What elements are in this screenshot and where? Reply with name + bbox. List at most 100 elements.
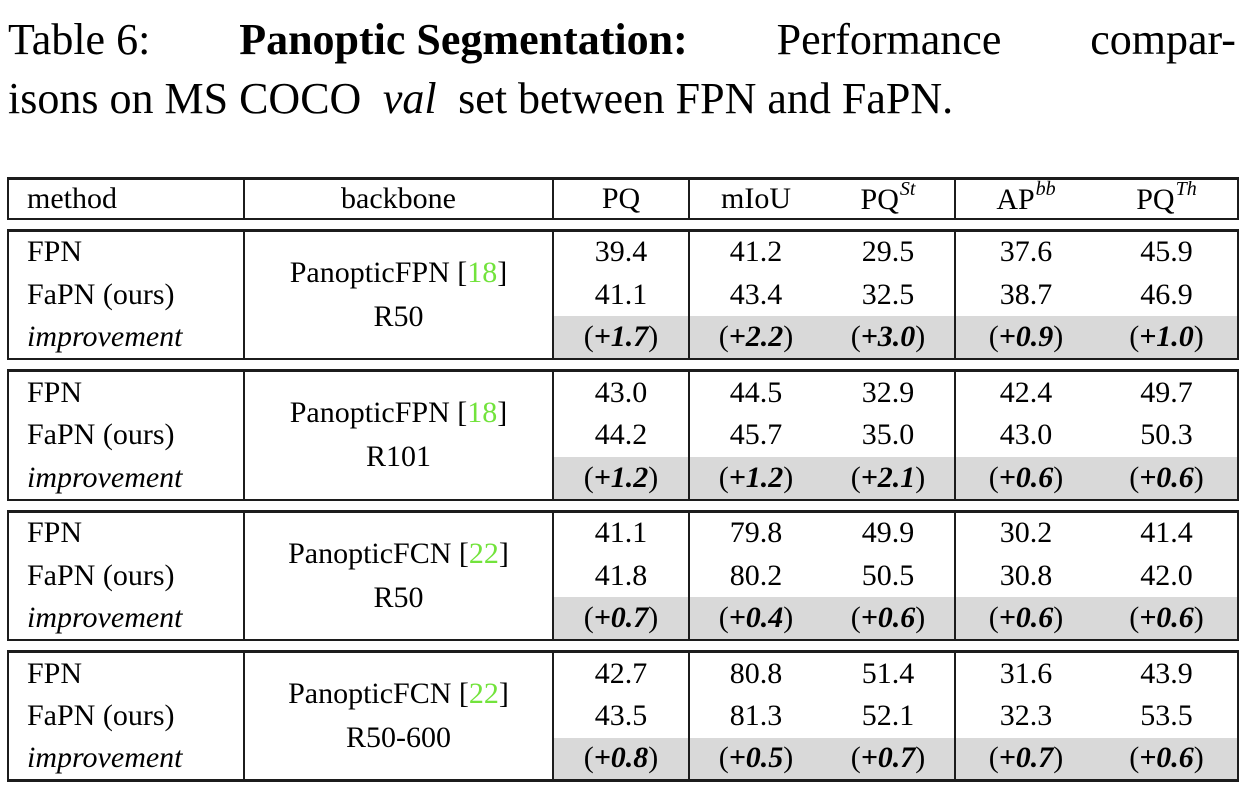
citation-bracket-open: [	[457, 255, 468, 289]
table-row: FaPN (ours) 43.5 81.3 52.1 32.3 53.5	[8, 694, 1238, 738]
table-row: FPN PanopticFCN [22] R50 41.1 79.8 49.9 30.2 41…	[8, 511, 1238, 640]
backbone-cell: PanopticFPN [18] R50	[244, 230, 554, 359]
improvement-value: +3.0	[860, 320, 916, 353]
value-cell: 41.2	[729, 235, 783, 269]
paren-close: )	[915, 320, 926, 353]
value-cell: 79.8	[729, 516, 783, 550]
improvement-cell: (+0.6)	[1096, 597, 1238, 640]
table-row: FPN PanopticFPN [18] R50 39.4 41.2 29.5 37.6 45…	[8, 230, 1238, 359]
value-cell: 49.7	[1140, 375, 1193, 409]
paren-open: (	[583, 460, 594, 494]
value-cell: 42.7	[553, 651, 690, 695]
citation-bracket-open: [	[457, 396, 468, 430]
backbone-name: PanopticFCN	[288, 536, 459, 570]
method-cell: improvement	[8, 597, 245, 640]
improvement-value: +0.9	[998, 320, 1054, 353]
header-pq-th: PQTh	[1096, 177, 1238, 219]
value-cell: 51.4	[822, 651, 956, 695]
improvement-value: +0.6	[1139, 741, 1194, 775]
header-miou: mIoU	[721, 181, 791, 215]
header-pq-th-sup: Th	[1175, 177, 1197, 200]
paren-open: (	[583, 741, 594, 775]
value-cell: 30.2	[999, 516, 1053, 550]
value-cell: 30.8	[999, 558, 1053, 592]
table-row: improvement (+0.7) (+0.4) (+0.6) (+0.6) (+0.6…	[8, 597, 1238, 640]
paren-close: )	[1053, 741, 1064, 775]
header-pq: PQ	[553, 178, 690, 219]
improvement-value: +0.5	[728, 741, 784, 775]
paren-close: )	[915, 741, 926, 775]
improvement-cell: (+0.6)	[1096, 456, 1238, 500]
citation-bracket-close: ]	[497, 255, 508, 289]
backbone-cell: PanopticFCN [22] R50	[244, 511, 554, 640]
value-cell: 53.5	[1140, 699, 1193, 732]
backbone-cell: PanopticFPN [18] R101	[244, 370, 554, 500]
caption-segment-0: Table 6:	[8, 15, 151, 64]
table-row: FPN PanopticFCN [22] R50-600 42.7 80.8 51.4 31…	[8, 651, 1238, 781]
improvement-value: +2.1	[860, 460, 916, 494]
header-pq-st: PQSt	[822, 177, 956, 219]
improvement-value: +1.2	[593, 460, 649, 494]
improvement-cell: (+1.2)	[553, 456, 690, 500]
citation-bracket-close: ]	[498, 677, 509, 710]
backbone-variant: R50	[373, 580, 424, 614]
backbone-name-line: PanopticFCN [22]	[245, 672, 552, 716]
table-row: improvement (+1.2) (+1.2) (+2.1) (+0.6) (+0.6…	[8, 456, 1238, 500]
improvement-value: +1.7	[593, 320, 649, 353]
value-cell: 41.4	[1140, 516, 1193, 550]
method-cell: FaPN (ours)	[8, 273, 245, 316]
method-cell: FPN	[8, 370, 245, 414]
method-cell: FaPN (ours)	[8, 413, 245, 457]
value-cell: 43.5	[553, 694, 690, 738]
backbone-name-line: PanopticFPN [18]	[245, 391, 552, 435]
paren-open: (	[850, 741, 861, 775]
paren-close: )	[648, 601, 659, 634]
value-cell: 42.4	[999, 375, 1053, 409]
paren-close: )	[783, 741, 794, 775]
value-cell: 31.6	[999, 656, 1053, 690]
table-row: improvement (+1.7) (+2.2) (+3.0) (+0.9) (+1.0…	[8, 316, 1238, 359]
paren-close: )	[783, 320, 794, 353]
table-header-row: method backbone PQ mIoU PQSt APbb PQTh	[7, 177, 1239, 220]
improvement-value: +0.6	[1139, 601, 1194, 634]
value-cell: 38.7	[999, 277, 1053, 311]
backbone-variant: R50	[373, 299, 424, 333]
improvement-cell: (+2.1)	[822, 456, 956, 500]
paren-close: )	[648, 320, 659, 353]
paren-close: )	[1053, 460, 1064, 494]
improvement-cell: (+1.7)	[553, 316, 690, 359]
caption-line-2: isons on MS COCO val set between FPN and…	[8, 69, 1236, 128]
paren-open: (	[718, 601, 729, 634]
value-cell: 46.9	[1140, 277, 1193, 311]
citation-link[interactable]: 22	[468, 536, 499, 570]
backbone-name-line: PanopticFCN [22]	[245, 532, 552, 576]
citation-bracket-open: [	[458, 677, 469, 710]
improvement-cell: (+0.6)	[1096, 737, 1238, 781]
backbone-name: PanopticFPN	[289, 255, 458, 289]
improvement-cell: (+0.9)	[955, 316, 1096, 359]
improvement-cell: (+1.0)	[1096, 316, 1238, 359]
table-group-1: FPN PanopticFPN [18] R50 39.4 41.2 29.5 37.6 45…	[7, 228, 1239, 360]
caption-segment-1: Panoptic Segmentation:	[239, 15, 688, 64]
citation-link[interactable]: 18	[467, 255, 498, 289]
paren-open: (	[1129, 601, 1140, 634]
citation-link[interactable]: 18	[467, 396, 498, 430]
header-pq-st-sup: St	[899, 177, 916, 200]
header-ap-bb-sup: bb	[1035, 177, 1056, 200]
value-cell: 39.4	[553, 230, 690, 273]
citation-link[interactable]: 22	[468, 677, 499, 710]
backbone-variant: R50-600	[346, 721, 451, 754]
improvement-value: +0.6	[998, 460, 1054, 494]
improvement-value: +0.6	[860, 601, 916, 634]
improvement-value: +0.8	[593, 741, 649, 775]
header-backbone: backbone	[244, 178, 554, 219]
method-cell: FPN	[8, 511, 245, 554]
value-cell: 42.0	[1140, 558, 1193, 592]
backbone-name: PanopticFPN	[289, 396, 458, 430]
citation-bracket-open: [	[458, 536, 469, 570]
value-cell: 45.9	[1140, 235, 1193, 269]
paren-close: )	[1193, 320, 1204, 353]
paren-open: (	[988, 601, 999, 634]
value-cell: 41.1	[553, 273, 690, 316]
